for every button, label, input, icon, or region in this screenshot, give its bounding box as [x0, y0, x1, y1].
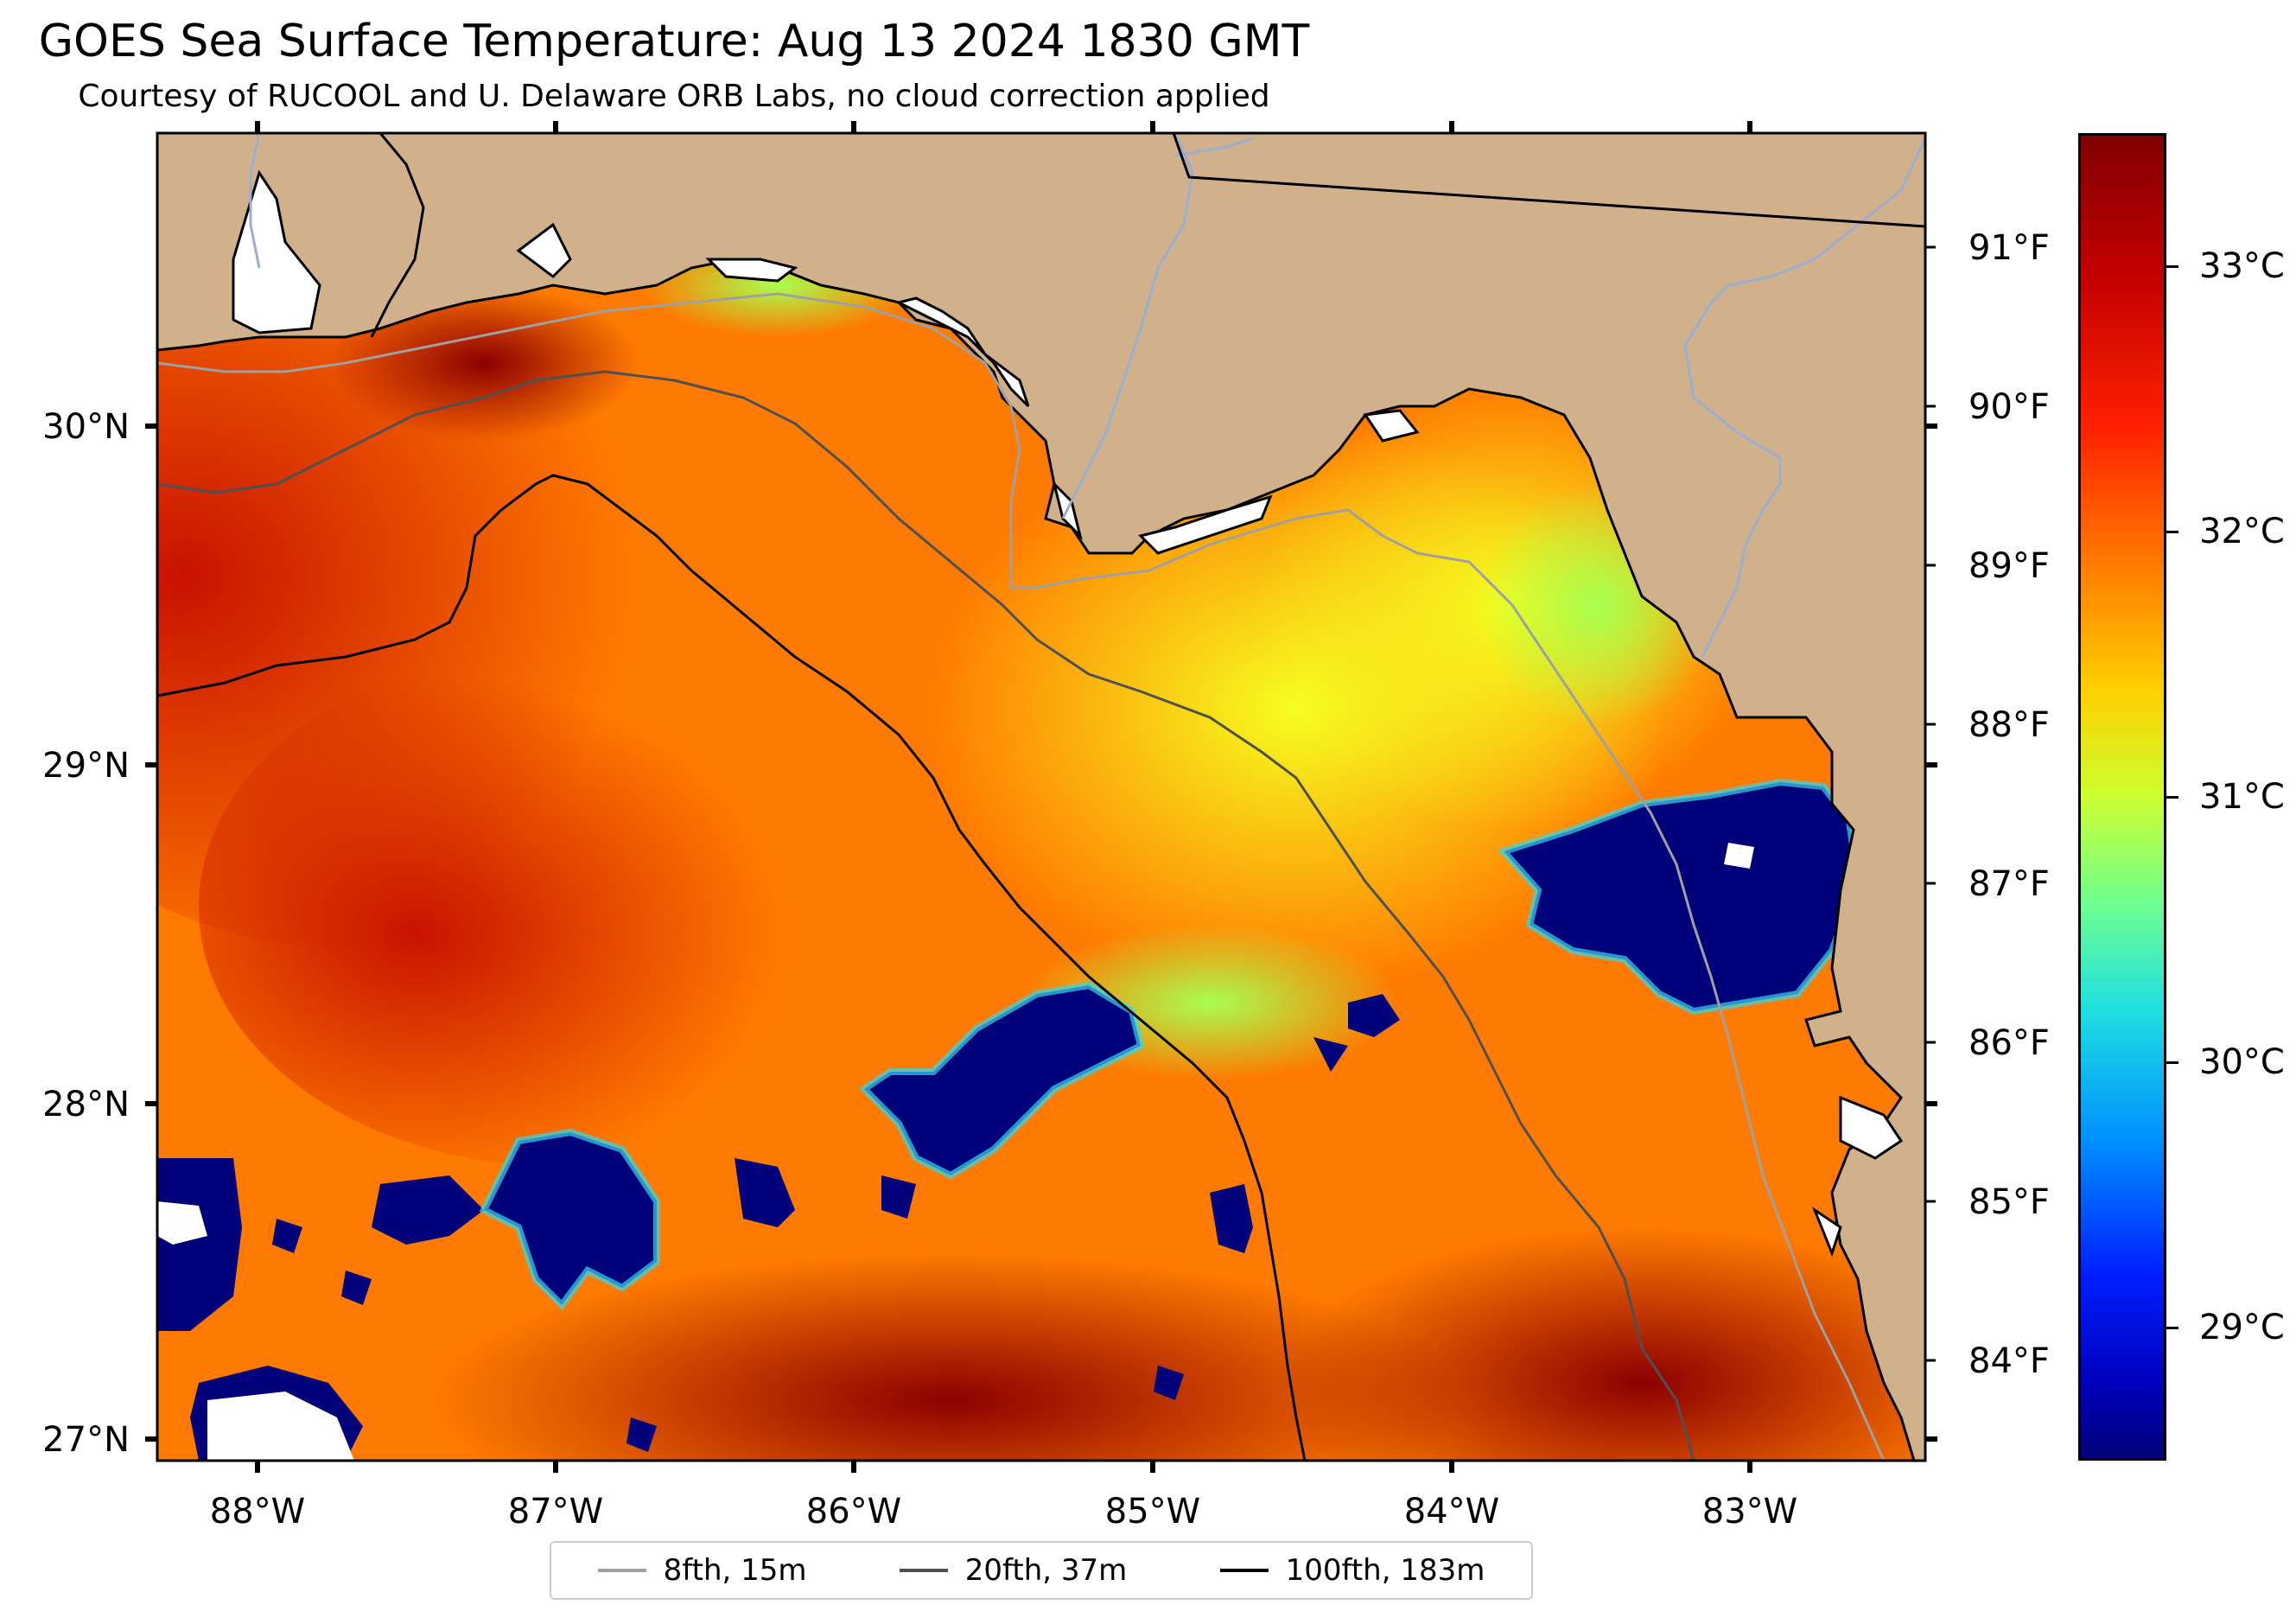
legend-label-20fth: 20fth, 37m [964, 1553, 1128, 1588]
hot-region-southeast [1279, 1227, 1925, 1461]
y-tick-label-right: 84°F [1968, 1341, 2050, 1381]
y-tick-label-right: 86°F [1968, 1023, 2050, 1063]
x-tick-label: 88°W [210, 1492, 305, 1532]
colorbar-tick [2166, 1327, 2178, 1330]
y-tick-label-right: 90°F [1968, 387, 2050, 427]
y-axis-left-ticks: 30°N 29°N 28°N 27°N [42, 407, 1937, 1460]
state-border-west [370, 133, 425, 338]
isobath-100fth [157, 474, 1307, 1461]
legend-label-100fth: 100fth, 183m [1285, 1553, 1485, 1588]
x-tick-label: 83°W [1702, 1492, 1797, 1532]
chart-subtitle: Courtesy of RUCOOL and U. Delaware ORB L… [78, 79, 1270, 114]
y-tick-label-right: 87°F [1968, 864, 2050, 904]
cloud-edge-halo [479, 778, 1862, 1311]
legend-item-100fth: 100fth, 183m [1219, 1553, 1485, 1588]
isobath-20fth [157, 370, 1695, 1461]
legend-line-20fth [899, 1569, 948, 1572]
cloud-mask [157, 782, 1858, 1461]
legend-item-20fth: 20fth, 37m [899, 1553, 1128, 1588]
colorbar-tick [2166, 530, 2178, 533]
state-border [1172, 133, 1925, 228]
colorbar-label: 33°C [2199, 245, 2285, 286]
legend-line-100fth [1219, 1569, 1269, 1572]
y-axis-right-ticks: 91°F 90°F 89°F 88°F 87°F 86°F 85°F 84°F [1925, 228, 2050, 1381]
chart-title: GOES Sea Surface Temperature: Aug 13 202… [38, 16, 1310, 67]
coastal-bays [232, 169, 1904, 1258]
colorbar-label: 30°C [2199, 1042, 2285, 1083]
x-tick-label: 87°W [508, 1492, 603, 1532]
y-tick-label-right: 89°F [1968, 546, 2050, 586]
y-tick-label-left: 30°N [42, 407, 130, 447]
y-tick-label-right: 85°F [1968, 1182, 2050, 1222]
x-tick-label: 84°W [1404, 1492, 1499, 1532]
map-frame [156, 131, 1927, 1462]
colorbar-tick [2166, 796, 2178, 799]
y-tick-label-right: 88°F [1968, 705, 2050, 745]
legend-label-8fth: 8fth, 15m [663, 1553, 807, 1588]
warm-region-central [199, 648, 925, 1167]
colorbar-label: 29°C [2199, 1308, 2285, 1348]
colorbar-label: 32°C [2199, 511, 2285, 551]
legend-item-8fth: 8fth, 15m [597, 1553, 807, 1588]
colorbar-tick [2166, 1061, 2178, 1065]
rivers [249, 133, 1925, 658]
hot-region-south [432, 1253, 1469, 1461]
hot-region-north [328, 285, 639, 441]
y-tick-label-left: 28°N [42, 1085, 130, 1124]
x-tick-label: 86°W [806, 1492, 901, 1532]
x-tick-label: 85°W [1105, 1492, 1200, 1532]
x-axis-ticks: 88°W 87°W 86°W 85°W 84°W 83°W [210, 121, 1797, 1532]
temperature-colorbar [2078, 133, 2166, 1461]
isobath-legend: 8fth, 15m 20fth, 37m 100fth, 183m [550, 1541, 1533, 1600]
colorbar-label: 31°C [2199, 777, 2285, 817]
no-data-spots [157, 843, 1754, 1461]
colorbar-tick [2166, 264, 2178, 268]
isobath-8fth [157, 292, 1886, 1461]
y-tick-label-right: 91°F [1968, 228, 2050, 268]
legend-line-8fth [597, 1569, 646, 1572]
map-field [157, 133, 1925, 1461]
y-tick-label-left: 27°N [42, 1420, 130, 1460]
y-tick-label-left: 29°N [42, 746, 130, 786]
